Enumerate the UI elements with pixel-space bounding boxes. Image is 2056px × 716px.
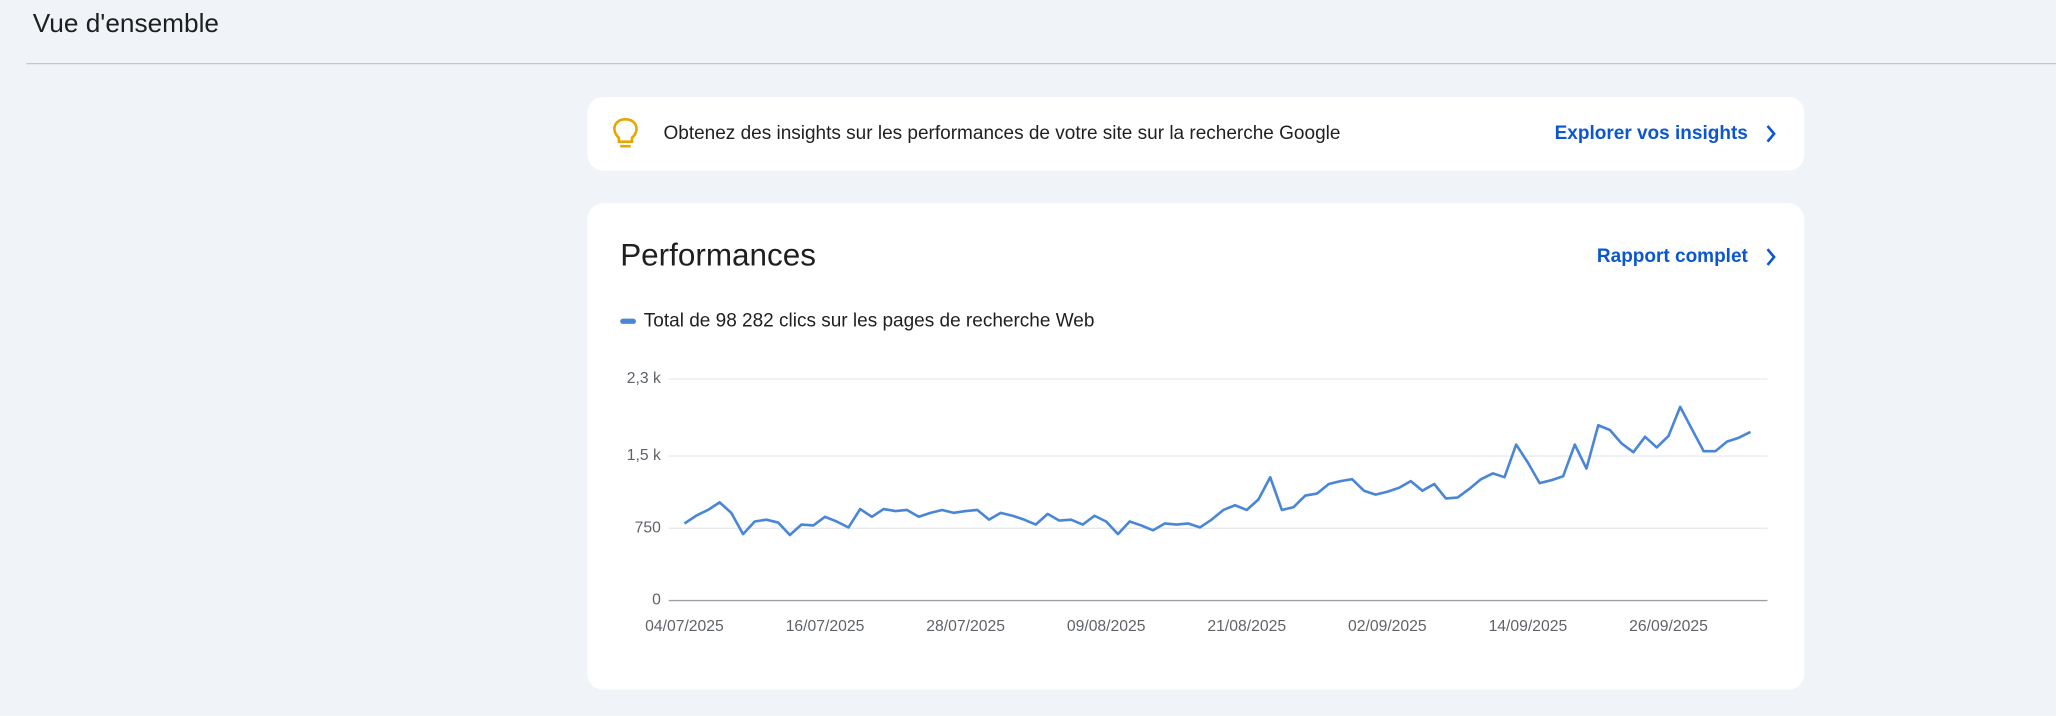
- report-link[interactable]: Rapport complet: [1597, 246, 1749, 267]
- insight-text: Obtenez des insights sur les performance…: [663, 123, 1340, 144]
- chevron[interactable]: [1766, 248, 1776, 266]
- x-tick-label: 02/09/2025: [1348, 618, 1427, 635]
- x-tick-label: 26/09/2025: [1629, 618, 1708, 635]
- page-title: Vue d'ensemble: [33, 8, 219, 38]
- card-title: Performances: [620, 237, 816, 272]
- legend-label: Total de 98 282 clics sur les pages de r…: [644, 310, 1095, 331]
- insight-card: [587, 97, 1805, 171]
- x-tick-label: 14/09/2025: [1489, 618, 1568, 635]
- legend-swatch: [620, 318, 636, 324]
- x-tick-label: 28/07/2025: [926, 618, 1005, 635]
- bulb-icon: [613, 118, 638, 148]
- line-series: [683, 405, 1752, 537]
- performance-card: [587, 203, 1805, 690]
- insight-link[interactable]: Explorer vos insights: [1555, 123, 1748, 144]
- chart: Total de 98 282 clics sur les pages de r…: [620, 310, 1768, 635]
- y-tick-label: 1,5 k: [627, 447, 661, 464]
- y-tick-label: 0: [652, 592, 661, 609]
- y-tick-label: 750: [635, 519, 661, 536]
- x-tick-label: 09/08/2025: [1067, 618, 1146, 635]
- x-tick-label: 21/08/2025: [1207, 618, 1286, 635]
- chevron[interactable]: [1766, 125, 1776, 143]
- y-tick-label: 2,3 k: [627, 370, 661, 387]
- x-tick-label: 04/07/2025: [645, 618, 724, 635]
- x-tick-label: 16/07/2025: [786, 618, 865, 635]
